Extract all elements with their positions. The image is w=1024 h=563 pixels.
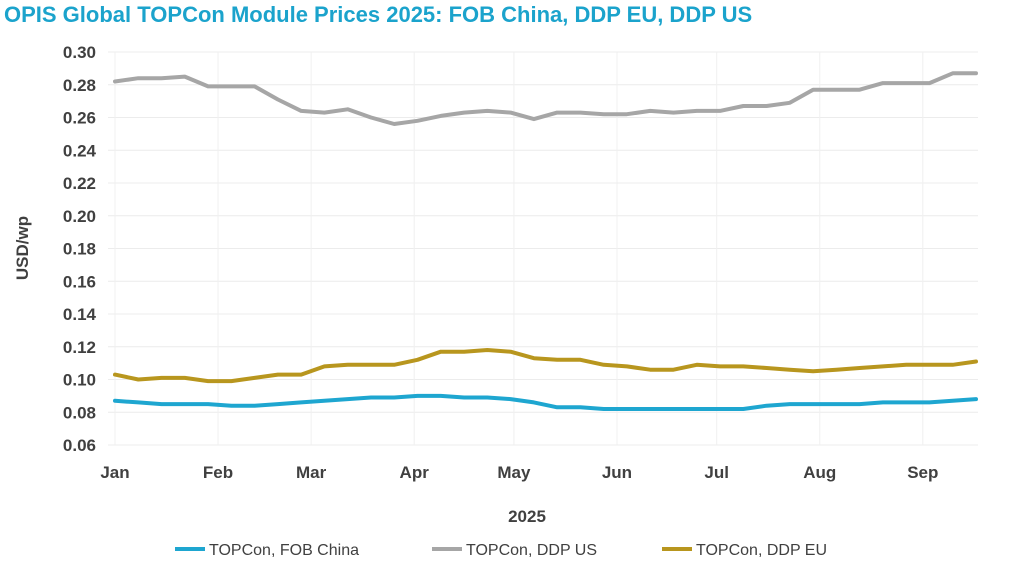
legend: TOPCon, FOB China TOPCon, DDP US TOPCon, D…: [175, 542, 827, 559]
x-tick-label: Jan: [100, 463, 129, 482]
y-tick-label: 0.24: [63, 141, 97, 160]
y-axis-label: USD/wp: [13, 216, 32, 280]
y-tick-label: 0.30: [63, 43, 96, 62]
y-tick-label: 0.16: [63, 272, 96, 291]
series-lines: [113, 71, 978, 411]
series-line-0: [113, 393, 978, 411]
x-axis-ticks: Jan Feb Mar Apr May Jun Jul Aug Sep: [100, 463, 938, 482]
x-tick-label: Aug: [803, 463, 836, 482]
chart-title: OPIS Global TOPCon Module Prices 2025: F…: [4, 2, 753, 27]
y-tick-label: 0.20: [63, 207, 96, 226]
x-tick-label: Apr: [400, 463, 430, 482]
y-tick-label: 0.28: [63, 76, 96, 95]
series-line-1: [113, 71, 978, 126]
x-tick-label: Feb: [203, 463, 233, 482]
x-tick-label: Mar: [296, 463, 327, 482]
legend-label: TOPCon, DDP US: [466, 542, 597, 559]
y-tick-label: 0.14: [63, 305, 97, 324]
series-line-2: [113, 348, 978, 384]
x-tick-label: Jun: [602, 463, 632, 482]
y-tick-label: 0.08: [63, 403, 96, 422]
x-tick-label: Jul: [704, 463, 729, 482]
y-tick-label: 0.22: [63, 174, 96, 193]
y-tick-label: 0.06: [63, 436, 96, 455]
gridlines: [108, 51, 978, 446]
legend-label: TOPCon, FOB China: [209, 542, 359, 559]
x-axis-label: 2025: [508, 507, 546, 526]
x-tick-label: Sep: [907, 463, 938, 482]
y-tick-label: 0.10: [63, 371, 96, 390]
legend-label: TOPCon, DDP EU: [696, 542, 827, 559]
y-tick-label: 0.18: [63, 240, 96, 259]
y-tick-label: 0.12: [63, 338, 96, 357]
y-axis-ticks: 0.06 0.08 0.10 0.12 0.14 0.16 0.18 0.20 0.22 0.24…: [63, 43, 97, 455]
y-tick-label: 0.26: [63, 109, 96, 128]
x-tick-label: May: [497, 463, 531, 482]
